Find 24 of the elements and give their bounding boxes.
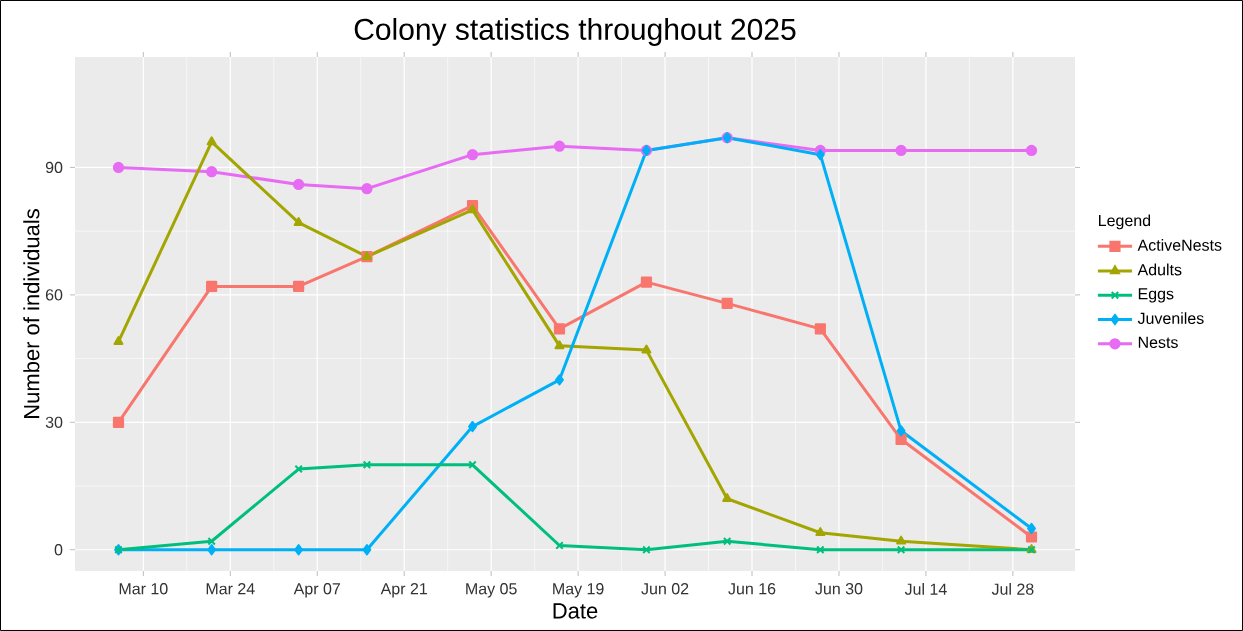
x-tick-label: Mar 10 <box>119 583 168 595</box>
x-tick-label: Apr 21 <box>380 583 427 598</box>
y-tick-label: 30 <box>45 416 63 428</box>
legend-label: Adults <box>1137 263 1182 276</box>
x-tick-label: Apr 07 <box>293 583 340 598</box>
x-tick-label: Jul 14 <box>904 583 947 595</box>
x-tick-label: May 19 <box>553 583 604 598</box>
x-tick-label: Jun 30 <box>815 583 863 595</box>
legend-title: Legend <box>1099 214 1151 230</box>
x-tick-label: Jun 16 <box>728 583 776 595</box>
x-axis-title: Date <box>553 603 598 619</box>
legend-label: ActiveNests <box>1137 239 1222 251</box>
chart-title: Colony statistics throughout 2025 <box>354 17 796 46</box>
y-tick-label: 0 <box>54 544 63 556</box>
y-axis-title: Number of individuals <box>23 209 40 418</box>
x-tick-label: Jul 28 <box>991 583 1034 595</box>
x-tick-label: Mar 24 <box>206 583 255 595</box>
legend-label: Juveniles <box>1137 312 1204 324</box>
x-tick-label: Jun 02 <box>641 583 689 595</box>
y-tick-label: 90 <box>45 161 63 174</box>
legend-label: Eggs <box>1138 288 1174 303</box>
x-tick-label: May 05 <box>466 583 517 598</box>
legend-label: Nests <box>1138 336 1178 348</box>
y-tick-label: 60 <box>45 289 63 301</box>
